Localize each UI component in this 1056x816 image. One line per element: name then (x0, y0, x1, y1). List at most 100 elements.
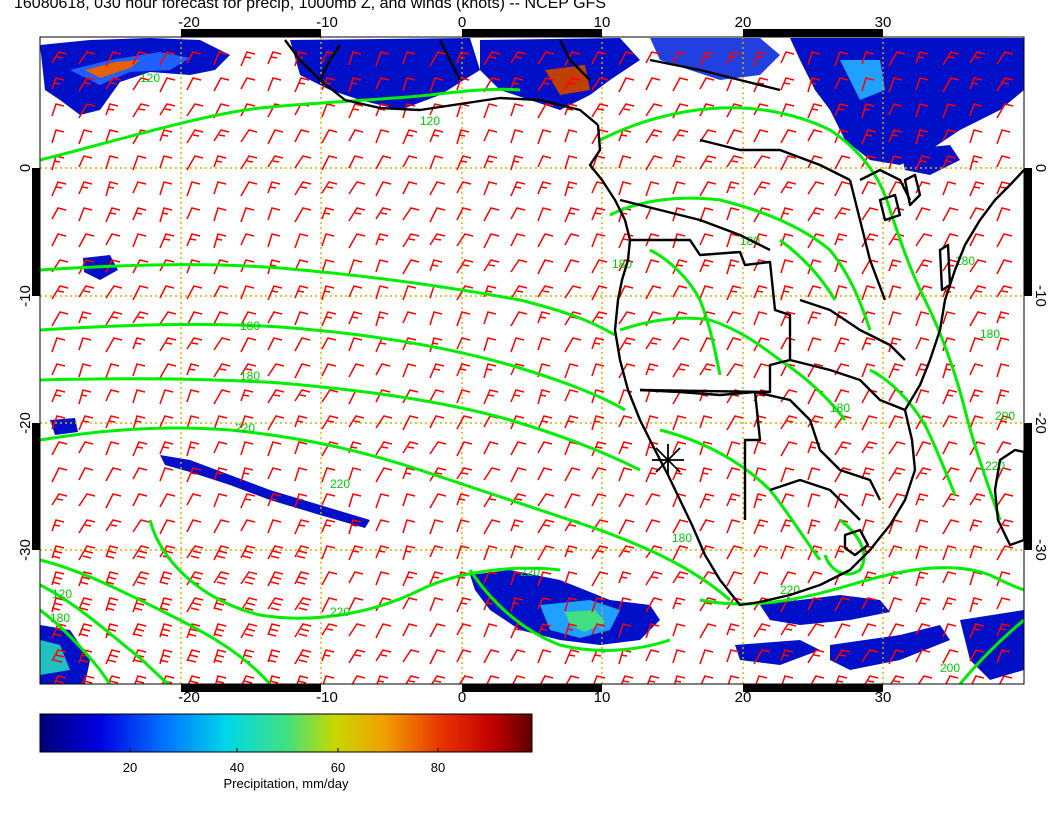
lat-tick-label: -20 (1032, 412, 1049, 434)
wind-barb (213, 441, 228, 454)
wind-barb (510, 337, 525, 353)
wind-barb (51, 337, 66, 353)
wind-barb (807, 77, 821, 93)
wind-barb (105, 493, 122, 509)
wind-barb (672, 77, 689, 92)
wind-barb (564, 51, 581, 67)
wind-barb (537, 103, 555, 119)
wind-barb (591, 363, 605, 377)
wind-barb (402, 363, 417, 378)
lat-tick-label: -10 (17, 285, 34, 307)
wind-barb (861, 181, 877, 195)
wind-barb (969, 571, 983, 586)
contour-label: 220 (330, 477, 350, 491)
wind-barb (78, 129, 93, 145)
wind-barb (51, 493, 68, 506)
wind-barb (834, 441, 852, 456)
precip-area (565, 610, 605, 632)
wind-barb (78, 571, 93, 587)
wind-barb (807, 233, 825, 249)
wind-barb (510, 363, 525, 376)
wind-barb (105, 207, 121, 223)
wind-barb (861, 129, 877, 145)
wind-barb (620, 675, 634, 684)
wind-barb (591, 389, 605, 404)
wind-barb (969, 285, 987, 300)
wind-barb (942, 467, 960, 481)
wind-barb (834, 285, 848, 300)
wind-barb (267, 233, 281, 248)
wind-barb (186, 181, 201, 197)
wind-barb (429, 181, 446, 196)
wind-barb (593, 675, 606, 684)
wind-barb (996, 181, 1011, 195)
wind-barb (429, 233, 446, 246)
wind-barb (942, 519, 960, 535)
lat-tick-label: -30 (17, 539, 34, 561)
wind-barb (618, 363, 636, 379)
wind-barb (351, 675, 366, 684)
wind-barb (51, 129, 65, 144)
wind-barb (483, 259, 500, 272)
wind-barb (969, 441, 986, 456)
wind-barb (996, 285, 1013, 298)
wind-barb (915, 233, 933, 247)
wind-barb (753, 51, 767, 67)
wind-barb (564, 181, 578, 197)
wind-barb (645, 51, 661, 64)
border (799, 298, 906, 361)
colorbar-tick-label: 20 (123, 760, 137, 775)
wind-barb (564, 389, 579, 402)
wind-barb (917, 675, 933, 684)
wind-barb (348, 207, 366, 222)
wind-barb (267, 51, 282, 65)
wind-barb (105, 337, 123, 353)
wind-barb (807, 467, 821, 481)
lat-tick-label: -30 (1032, 539, 1049, 561)
wind-barb (564, 233, 580, 246)
wind-barb (402, 493, 416, 507)
wind-barb (699, 545, 715, 559)
wind-barb (456, 415, 473, 430)
wind-barb (375, 545, 390, 559)
contour-label: 120 (52, 587, 72, 601)
wind-barb (51, 77, 65, 90)
wind-barb (456, 285, 474, 301)
wind-barb (132, 545, 150, 560)
contour-label: 200 (940, 661, 960, 675)
wind-barb (888, 311, 902, 326)
wind-barb (458, 675, 474, 684)
wind-barb (915, 649, 931, 663)
wind-barb (429, 129, 444, 143)
wind-barb (510, 233, 526, 247)
wind-barb (213, 545, 230, 561)
axis-bars (32, 29, 1032, 692)
wind-barb (591, 571, 609, 587)
wind-barb (618, 181, 632, 196)
wind-barb (942, 441, 958, 455)
wind-barb (294, 181, 312, 196)
wind-barb (618, 259, 634, 272)
wind-barb (888, 77, 903, 93)
wind-barb (780, 467, 795, 483)
plot-area: 120 120 180 180 180 180 180 220 220 220 … (40, 37, 1024, 684)
wind-barb (645, 415, 659, 430)
border (649, 58, 781, 92)
wind-barb (51, 441, 68, 456)
wind-barb (267, 129, 284, 145)
wind-barb (726, 155, 743, 168)
lake (843, 528, 870, 557)
wind-barb (915, 519, 929, 533)
wind-barb (537, 233, 554, 248)
wind-barb (834, 181, 851, 197)
wind-barb (375, 181, 392, 197)
wind-barb (429, 155, 444, 170)
wind-barb (429, 441, 447, 455)
contour-label: 180 (830, 401, 850, 415)
wind-barb (996, 363, 1010, 378)
wind-barb (294, 467, 308, 482)
wind-barb (402, 311, 417, 324)
wind-barb (105, 129, 119, 143)
wind-barb (510, 181, 526, 197)
wind-barb (969, 103, 983, 117)
